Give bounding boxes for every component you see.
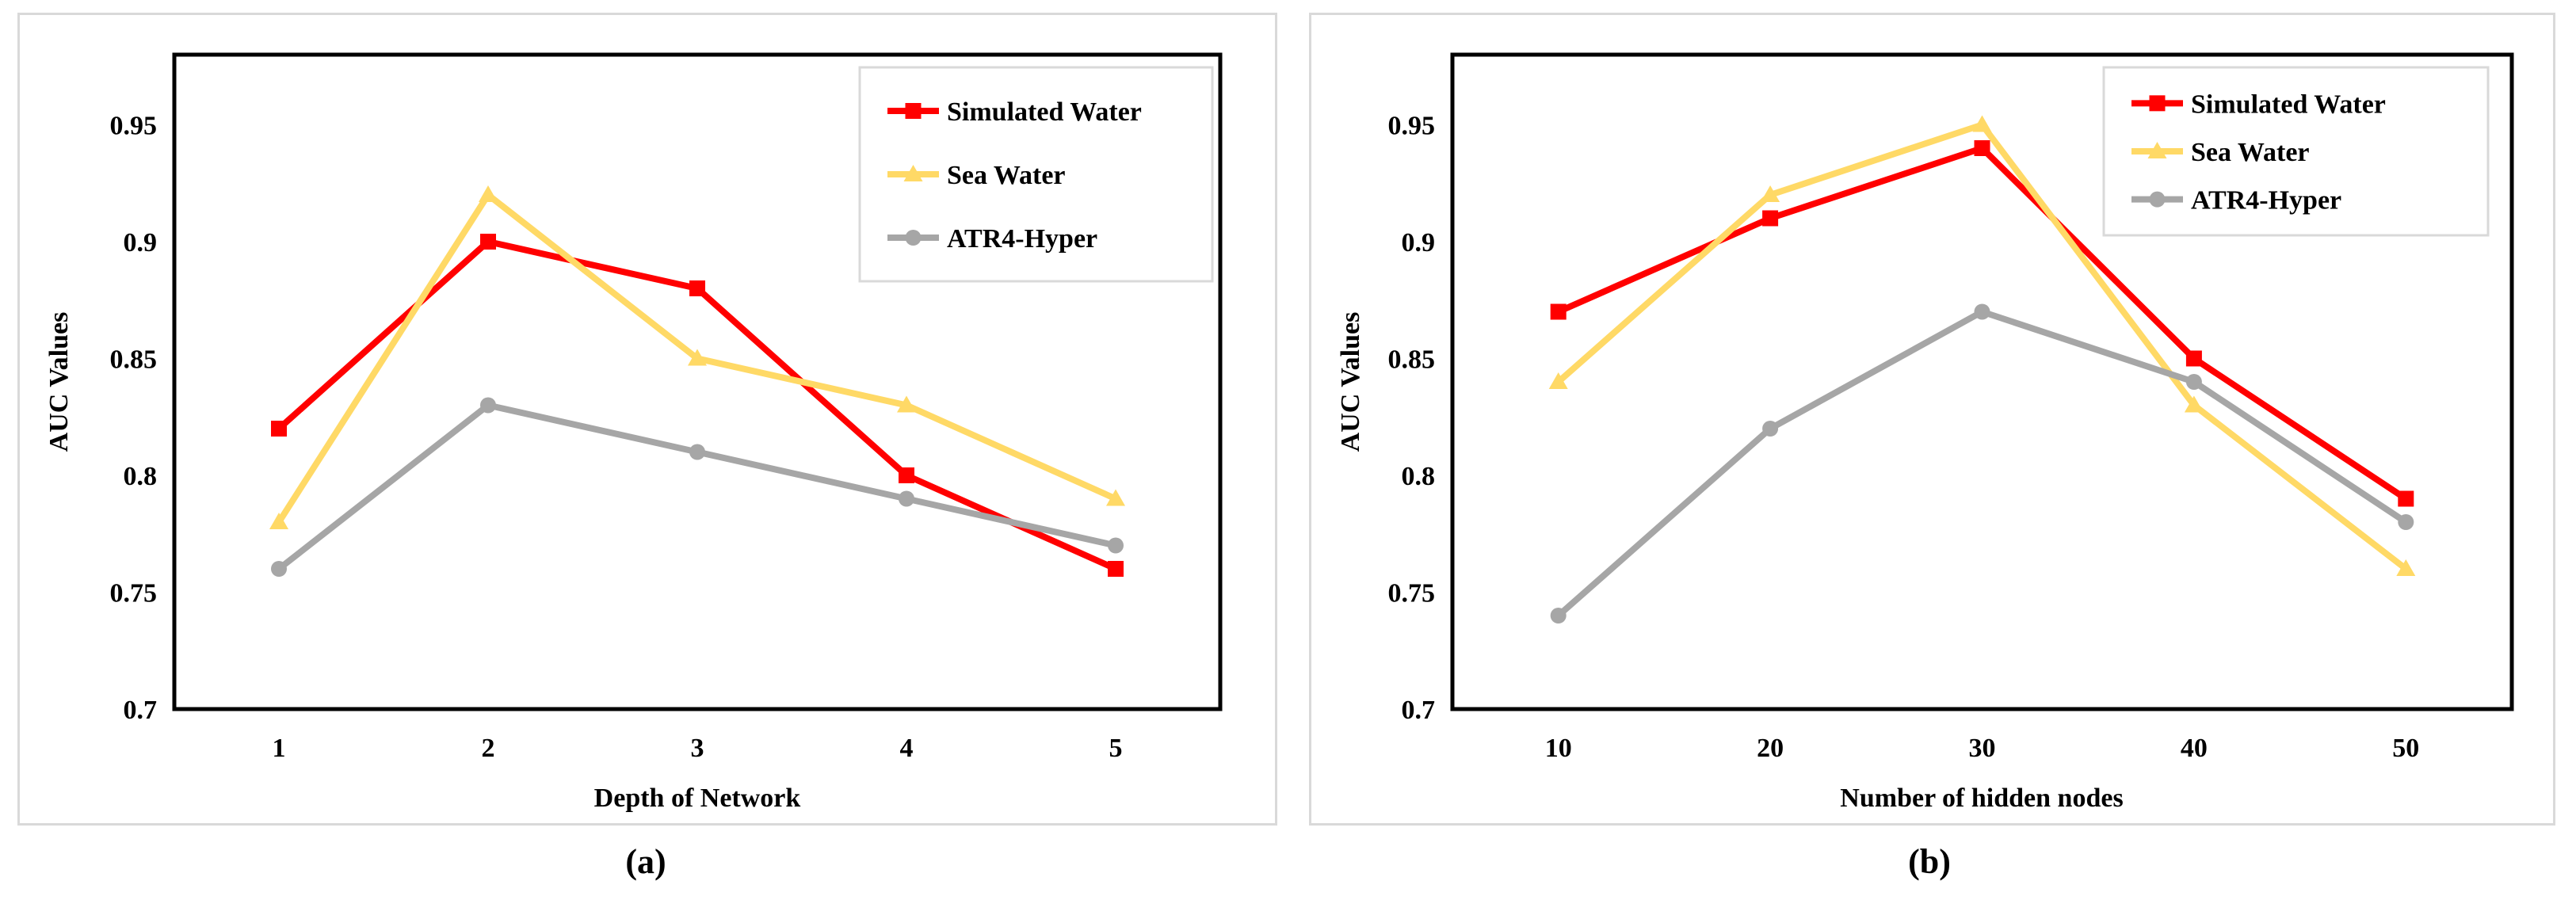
- data-point: [269, 513, 288, 529]
- data-point: [2398, 490, 2414, 507]
- x-tick-label: 40: [2181, 734, 2208, 763]
- plot-area-b: [1450, 52, 2514, 711]
- series-triangle-b: [1548, 115, 2416, 576]
- data-point: [480, 234, 496, 250]
- data-point: [1762, 421, 1779, 437]
- legend-label: Simulated Water: [947, 97, 1142, 127]
- y-tick-label: 0.8: [124, 462, 158, 491]
- y-tick-label: 0.7: [1402, 696, 1436, 725]
- data-point: [1974, 140, 1990, 156]
- line-chart-b: 0.7 0.75 0.8 0.85 0.9 0.95 10 20 30 40 50 Number of…: [1336, 52, 2514, 813]
- data-point: [479, 185, 498, 202]
- chart-panel-a: 0.7 0.75 0.8 0.85 0.9 0.95 1 2 3 4 5 Depth of Netwo…: [17, 13, 1277, 826]
- chart-panel-b: 0.7 0.75 0.8 0.85 0.9 0.95 10 20 30 40 50 Number of…: [1309, 13, 2555, 826]
- series-triangle-a: [269, 185, 1125, 529]
- data-point: [480, 397, 496, 414]
- y-tick-label: 0.7: [124, 696, 158, 725]
- data-point: [2184, 395, 2204, 413]
- x-axis-title: Depth of Network: [594, 784, 801, 813]
- data-point: [1972, 115, 1992, 132]
- series-line: [276, 402, 1119, 572]
- y-axis-title: AUC Values: [1336, 312, 1365, 452]
- data-point: [1106, 489, 1125, 506]
- x-tick-label: 3: [691, 734, 704, 763]
- x-axis-title: Number of hidden nodes: [1840, 784, 2123, 813]
- data-point: [271, 561, 287, 577]
- legend-marker: [905, 230, 922, 246]
- legend-marker: [905, 103, 922, 119]
- data-point: [1548, 372, 1568, 389]
- data-point: [1761, 185, 1780, 202]
- x-tick-label: 50: [2392, 734, 2419, 763]
- series-line: [1555, 308, 2410, 619]
- y-tick-label: 0.9: [1402, 228, 1436, 257]
- data-point: [2398, 514, 2414, 530]
- data-point: [1974, 303, 1990, 320]
- y-tick-label: 0.75: [1388, 579, 1436, 608]
- data-point: [689, 444, 705, 460]
- x-tick-label: 1: [273, 734, 286, 763]
- data-point: [271, 421, 287, 437]
- series-square-b: [1550, 140, 2414, 507]
- legend-marker: [2149, 95, 2166, 112]
- y-tick-label: 0.8: [1402, 462, 1436, 491]
- legend-b: Simulated Water Sea Water ATR4-Hyper: [2102, 66, 2490, 237]
- series-circle-b: [1550, 303, 2414, 624]
- y-tick-label: 0.75: [110, 579, 158, 608]
- legend-marker: [2149, 191, 2166, 208]
- legend-label: ATR4-Hyper: [2191, 186, 2341, 215]
- legend-marker: [903, 165, 923, 181]
- legend-label: Sea Water: [2191, 138, 2310, 167]
- data-point: [1550, 608, 1567, 624]
- data-point: [1762, 210, 1779, 227]
- data-point: [899, 467, 914, 483]
- data-point: [1108, 537, 1124, 554]
- data-point: [899, 490, 914, 507]
- y-tick-label: 0.9: [124, 228, 158, 257]
- caption-b: (b): [1908, 842, 1951, 881]
- legend-label: Simulated Water: [2191, 90, 2386, 119]
- line-chart-a: 0.7 0.75 0.8 0.85 0.9 0.95 1 2 3 4 5 Depth of Netwo…: [44, 52, 1223, 813]
- y-tick-label: 0.95: [110, 112, 158, 141]
- y-tick-label: 0.85: [1388, 345, 1436, 375]
- data-point: [689, 280, 705, 296]
- legend-a: Simulated Water Sea Water ATR4-Hyper: [858, 66, 1214, 283]
- data-point: [1108, 561, 1124, 577]
- x-tick-label: 4: [900, 734, 914, 763]
- y-axis-title: AUC Values: [44, 312, 74, 452]
- data-point: [688, 349, 707, 366]
- data-point: [2185, 350, 2202, 367]
- x-tick-label: 30: [1969, 734, 1996, 763]
- data-point: [2396, 559, 2416, 576]
- x-tick-label: 2: [482, 734, 495, 763]
- legend-label: ATR4-Hyper: [947, 224, 1097, 254]
- data-point: [897, 395, 916, 413]
- legend-marker: [2147, 142, 2167, 158]
- y-tick-label: 0.85: [110, 345, 158, 375]
- data-point: [2185, 374, 2202, 390]
- x-tick-label: 5: [1109, 734, 1123, 763]
- series-square-a: [271, 234, 1124, 577]
- legend-label: Sea Water: [947, 161, 1066, 190]
- y-tick-label: 0.95: [1388, 112, 1436, 141]
- caption-a: (a): [625, 842, 666, 881]
- series-circle-a: [271, 397, 1124, 577]
- plot-area-a: [172, 52, 1223, 711]
- x-tick-label: 20: [1757, 734, 1784, 763]
- x-tick-label: 10: [1545, 734, 1572, 763]
- data-point: [1550, 303, 1567, 320]
